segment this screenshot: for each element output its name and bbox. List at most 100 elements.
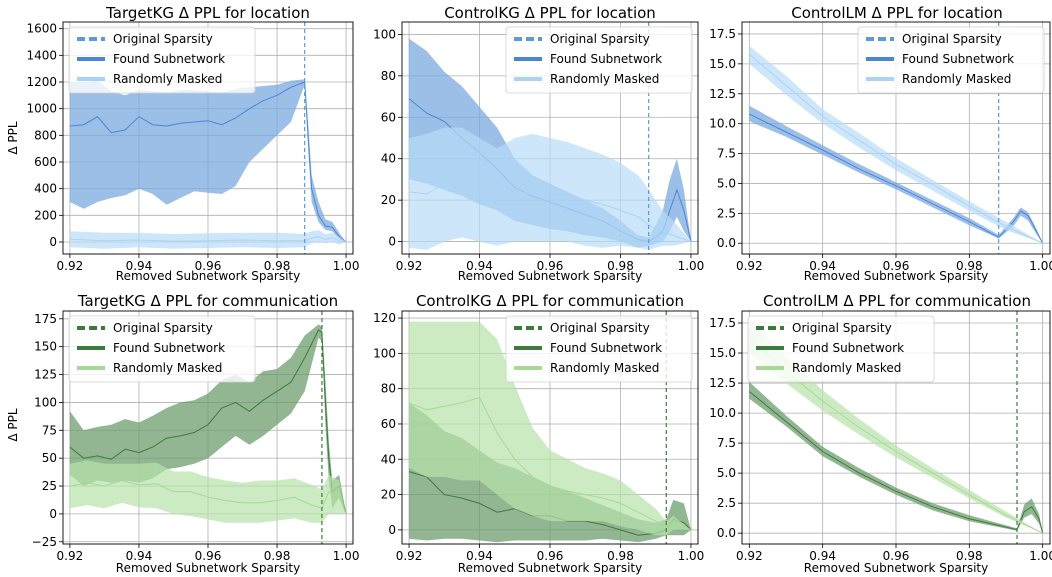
- legend-original-sparsity-label: Original Sparsity: [113, 321, 213, 335]
- y-tick-label: 0: [388, 235, 396, 249]
- x-tick-label: 0.96: [883, 549, 910, 563]
- panel-controllm-location: ControlLM Δ PPL for location Removed Sub…: [709, 4, 1052, 283]
- randomly-masked-line: [408, 180, 692, 243]
- legend-box: [747, 315, 935, 383]
- legend-found-subnetwork-label: Found Subnetwork: [902, 52, 1014, 66]
- panel-controlkg-location: ControlKG Δ PPL for location Removed Sub…: [373, 4, 704, 283]
- randomly-masked-line: [408, 396, 692, 531]
- legend-randomly-masked-label: Randomly Masked: [550, 72, 659, 86]
- y-tick-label: 15.0: [709, 57, 736, 71]
- y-tick-label: 80: [381, 69, 396, 83]
- y-tick-label: 0.0: [717, 236, 736, 250]
- plot-area: 0.92 0.94 0.96 0.98 1.00 0 200 400 600 800 1000 120…: [26, 21, 360, 273]
- legend-original-sparsity-label: Original Sparsity: [113, 32, 213, 46]
- y-axis-label: Δ PPL: [6, 408, 20, 441]
- legend: Original Sparsity Found Subnetwork Randoml…: [747, 315, 935, 383]
- y-tick-label: 800: [34, 128, 57, 142]
- legend-box: [68, 315, 256, 383]
- found-subnetwork-line: [69, 81, 347, 243]
- y-tick-label: 17.5: [709, 316, 736, 330]
- y-tick-label: 0: [388, 523, 396, 537]
- legend-found-subnetwork-label: Found Subnetwork: [550, 52, 662, 66]
- x-tick-label: 0.96: [537, 549, 564, 563]
- x-tick-label: 0.98: [956, 259, 983, 273]
- legend: Original Sparsity Found Subnetwork Randoml…: [505, 26, 693, 94]
- x-axis-label: Removed Subnetwork Sparsity: [804, 269, 988, 283]
- x-tick-label: 0.94: [126, 549, 153, 563]
- x-axis-label: Removed Subnetwork Sparsity: [116, 269, 300, 283]
- panel-targetkg-location: TargetKG Δ PPL for location Δ PPL Remove…: [6, 4, 359, 283]
- y-tick-label: 5.0: [717, 466, 736, 480]
- x-tick-label: 0.92: [57, 259, 84, 273]
- found-subnetwork-line: [748, 391, 1044, 534]
- plot-area: 0.92 0.94 0.96 0.98 1.00 0.0 2.5 5.0 7.5 10.0 12.5…: [709, 21, 1052, 273]
- y-tick-label: 60: [381, 417, 396, 431]
- y-tick-label: 175: [34, 312, 57, 326]
- y-tick-label: 17.5: [709, 27, 736, 41]
- x-tick-label: 0.98: [956, 549, 983, 563]
- y-tick-label: 15.0: [709, 346, 736, 360]
- x-tick-label: 1.00: [333, 259, 360, 273]
- plot-area: 0.92 0.94 0.96 0.98 1.00 0 20 40 60 80 100 120 Origi…: [373, 310, 704, 563]
- legend-original-sparsity-label: Original Sparsity: [902, 32, 1002, 46]
- legend: Original Sparsity Found Subnetwork Randoml…: [68, 26, 256, 94]
- x-tick-label: 1.00: [678, 259, 705, 273]
- y-tick-label: 100: [34, 395, 57, 409]
- panel-title: TargetKG Δ PPL for location: [105, 4, 310, 22]
- panel-controllm-communication: ControlLM Δ PPL for communication Remove…: [709, 292, 1052, 575]
- y-tick-label: 20: [381, 193, 396, 207]
- x-tick-label: 1.00: [1029, 259, 1052, 273]
- y-tick-label: 100: [373, 27, 396, 41]
- y-tick-label: 2.5: [717, 206, 736, 220]
- series-marks: [408, 38, 692, 250]
- y-tick-label: 1600: [26, 22, 57, 36]
- legend: Original Sparsity Found Subnetwork Randoml…: [505, 315, 693, 383]
- y-tick-label: 60: [381, 110, 396, 124]
- series-marks: [69, 79, 347, 249]
- y-tick-label: 1400: [26, 48, 57, 62]
- panel-title: TargetKG Δ PPL for communication: [77, 292, 338, 310]
- legend: Original Sparsity Found Subnetwork Randoml…: [857, 26, 1045, 94]
- legend-randomly-masked-label: Randomly Masked: [792, 361, 901, 375]
- legend-found-subnetwork-label: Found Subnetwork: [792, 341, 904, 355]
- y-tick-label: 75: [42, 423, 57, 437]
- x-tick-label: 0.92: [57, 549, 84, 563]
- x-tick-label: 1.00: [333, 549, 360, 563]
- legend-randomly-masked-label: Randomly Masked: [550, 361, 659, 375]
- y-tick-label: 12.5: [709, 376, 736, 390]
- y-tick-label: 12.5: [709, 87, 736, 101]
- y-tick-label: 0: [49, 507, 57, 521]
- x-tick-label: 0.98: [264, 259, 291, 273]
- legend-found-subnetwork-label: Found Subnetwork: [113, 341, 225, 355]
- found-subnetwork-line: [69, 329, 347, 515]
- legend-box: [505, 26, 693, 94]
- x-tick-label: 0.92: [396, 259, 423, 273]
- y-tick-label: 25: [42, 479, 57, 493]
- x-tick-label: 0.96: [195, 549, 222, 563]
- x-tick-label: 0.96: [537, 259, 564, 273]
- y-tick-label: 40: [381, 152, 396, 166]
- legend-found-subnetwork-label: Found Subnetwork: [550, 341, 662, 355]
- y-tick-label: 7.5: [717, 436, 736, 450]
- x-tick-label: 0.94: [126, 259, 153, 273]
- x-tick-label: 0.94: [466, 549, 493, 563]
- legend-original-sparsity-label: Original Sparsity: [550, 32, 650, 46]
- y-tick-label: 5.0: [717, 176, 736, 190]
- x-tick-label: 0.98: [607, 259, 634, 273]
- x-tick-label: 0.96: [883, 259, 910, 273]
- randomly-masked-line: [748, 53, 1043, 244]
- y-tick-label: 1000: [26, 102, 57, 116]
- legend-randomly-masked-label: Randomly Masked: [113, 361, 222, 375]
- y-tick-label: 7.5: [717, 147, 736, 161]
- panel-title: ControlKG Δ PPL for communication: [416, 292, 684, 310]
- plot-area: 0.92 0.94 0.96 0.98 1.00 0 20 40 60 80 100 Original…: [373, 21, 705, 273]
- x-tick-label: 0.94: [809, 549, 836, 563]
- x-tick-label: 0.94: [809, 259, 836, 273]
- x-axis-label: Removed Subnetwork Sparsity: [804, 561, 988, 575]
- randomly-masked-line: [69, 236, 347, 243]
- legend-randomly-masked-label: Randomly Masked: [902, 72, 1011, 86]
- x-axis-label: Removed Subnetwork Sparsity: [116, 561, 300, 575]
- panel-title: ControlKG Δ PPL for location: [444, 4, 656, 22]
- plot-area: 0.92 0.94 0.96 0.98 1.00 −25 0 25 50 75 100 125 150 1…: [32, 310, 360, 563]
